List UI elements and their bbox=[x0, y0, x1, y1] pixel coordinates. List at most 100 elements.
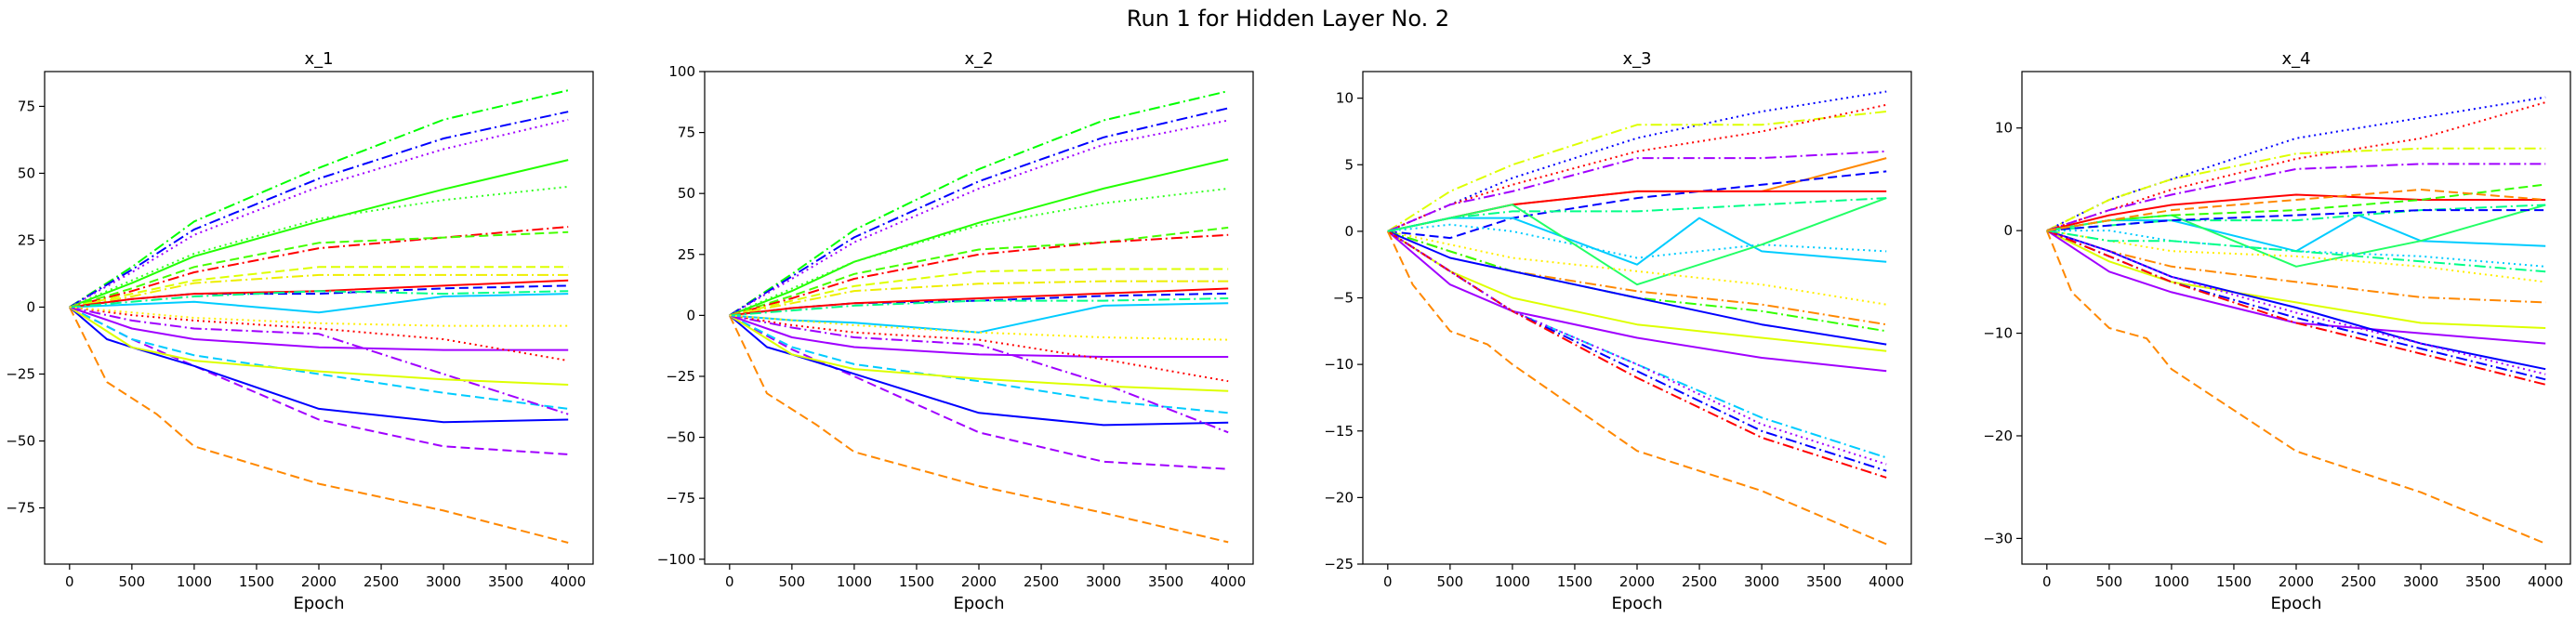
series-group bbox=[2045, 96, 2546, 545]
y-tick-label: 75 bbox=[678, 125, 695, 141]
y-tick-label: 0 bbox=[686, 307, 695, 323]
x-tick-label: 2500 bbox=[363, 573, 399, 590]
y-tick-label: 10 bbox=[1995, 120, 2013, 137]
y-tick-label: 5 bbox=[1344, 156, 1354, 173]
figure-title: Run 1 for Hidden Layer No. 2 bbox=[1126, 6, 1450, 32]
series-line-18 bbox=[729, 302, 1229, 334]
series-line-4 bbox=[1387, 150, 1887, 232]
series-line-5 bbox=[729, 187, 1229, 317]
y-tick-label: −75 bbox=[666, 490, 695, 506]
x-tick-label: 4000 bbox=[550, 573, 586, 590]
series-line-20 bbox=[69, 279, 569, 309]
series-line-14 bbox=[729, 314, 1229, 434]
series-line-21 bbox=[2046, 230, 2546, 273]
x-tick-label: 1000 bbox=[177, 573, 212, 590]
x-axis-label: Epoch bbox=[1611, 594, 1662, 613]
y-tick-label: 100 bbox=[668, 63, 695, 80]
x-tick-label: 3500 bbox=[1148, 573, 1183, 590]
series-line-15 bbox=[69, 306, 569, 386]
x-tick-label: 2000 bbox=[961, 573, 997, 590]
x-tick-label: 2500 bbox=[2341, 573, 2376, 590]
y-tick-label: −75 bbox=[6, 500, 35, 517]
y-tick-label: −25 bbox=[6, 365, 35, 382]
x-tick-label: 3500 bbox=[2465, 573, 2501, 590]
y-tick-label: −5 bbox=[1333, 290, 1354, 307]
x-tick-label: 1000 bbox=[837, 573, 872, 590]
x-tick-label: 2500 bbox=[1682, 573, 1717, 590]
subplot-x_3: 0 500 1000 1500 2000 2500 3000 3500 4000 −25 −20 −1… bbox=[1324, 49, 1912, 613]
y-tick-label: 10 bbox=[1336, 90, 1354, 107]
x-tick-label: 0 bbox=[725, 573, 734, 590]
axes-frame bbox=[704, 71, 1254, 565]
x-axis-label: Epoch bbox=[953, 594, 1004, 613]
y-tick-label: −25 bbox=[666, 368, 695, 385]
x-tick-label: 500 bbox=[2096, 573, 2123, 590]
series-line-21 bbox=[1386, 230, 1887, 546]
series-line-18 bbox=[1387, 230, 1887, 472]
x-tick-label: 1000 bbox=[1495, 573, 1530, 590]
x-tick-label: 1500 bbox=[1557, 573, 1592, 590]
subplot-x_4: 0 500 1000 1500 2000 2500 3000 3500 4000 −30 −20 −1… bbox=[1983, 49, 2571, 613]
series-line-17 bbox=[2045, 230, 2546, 545]
series-line-1 bbox=[729, 90, 1229, 317]
series-line-21 bbox=[729, 297, 1229, 317]
subplot-x_1: 0 500 1000 1500 2000 2500 3000 3500 4000−75−50−2… bbox=[6, 49, 594, 613]
y-tick-label: −20 bbox=[1983, 427, 2013, 444]
series-line-2 bbox=[69, 111, 569, 309]
series-line-13 bbox=[729, 314, 1229, 414]
series-line-8 bbox=[69, 266, 569, 309]
x-tick-label: 2000 bbox=[301, 573, 337, 590]
series-line-6 bbox=[1387, 170, 1887, 240]
x-tick-label: 3000 bbox=[2403, 573, 2438, 590]
series-line-9 bbox=[1387, 223, 1887, 259]
y-tick-label: −50 bbox=[666, 429, 695, 446]
series-line-7 bbox=[729, 233, 1229, 317]
x-tick-label: 500 bbox=[119, 573, 146, 590]
series-line-11 bbox=[1387, 230, 1887, 306]
series-line-8 bbox=[729, 268, 1229, 317]
series-line-19 bbox=[2046, 209, 2546, 232]
series-line-1 bbox=[2046, 96, 2546, 231]
y-tick-label: −25 bbox=[1324, 556, 1354, 572]
series-line-10 bbox=[728, 314, 1229, 544]
series-line-20 bbox=[729, 287, 1229, 317]
series-line-9 bbox=[2046, 230, 2546, 283]
subplot-title: x_3 bbox=[1622, 49, 1651, 69]
series-line-4 bbox=[729, 158, 1229, 317]
x-tick-label: 1000 bbox=[2154, 573, 2189, 590]
y-tick-label: 0 bbox=[1344, 223, 1354, 240]
series-group bbox=[1386, 90, 1887, 546]
series-line-4 bbox=[2046, 163, 2546, 232]
subplot-x_2: 0 500 1000 1500 2000 2500 3000 3500 4000−100−75−… bbox=[657, 49, 1254, 613]
x-tick-label: 3000 bbox=[1744, 573, 1779, 590]
series-line-16 bbox=[1387, 230, 1887, 373]
series-line-16 bbox=[69, 306, 569, 351]
series-line-3 bbox=[729, 119, 1229, 317]
y-tick-label: −10 bbox=[1324, 356, 1354, 373]
series-line-2 bbox=[2046, 101, 2546, 232]
y-tick-label: −50 bbox=[6, 433, 35, 450]
x-tick-label: 2000 bbox=[1619, 573, 1655, 590]
series-line-12 bbox=[2046, 230, 2546, 345]
x-tick-label: 3000 bbox=[1086, 573, 1121, 590]
series-line-18 bbox=[69, 293, 569, 314]
y-tick-label: −100 bbox=[657, 551, 695, 568]
axes-frame bbox=[2021, 71, 2571, 565]
x-tick-label: 3500 bbox=[488, 573, 523, 590]
series-line-22 bbox=[729, 314, 1229, 341]
series-line-11 bbox=[729, 314, 1229, 470]
x-tick-label: 4000 bbox=[2528, 573, 2563, 590]
x-tick-label: 4000 bbox=[1869, 573, 1904, 590]
series-line-17 bbox=[729, 314, 1229, 383]
series-group bbox=[728, 90, 1229, 544]
series-line-13 bbox=[69, 306, 569, 410]
series-line-5 bbox=[1387, 157, 1887, 232]
series-line-8 bbox=[2046, 230, 2546, 268]
series-line-12 bbox=[69, 306, 569, 424]
x-tick-label: 0 bbox=[65, 573, 74, 590]
series-line-22 bbox=[1387, 197, 1887, 232]
series-line-22 bbox=[2046, 189, 2546, 232]
y-tick-label: 0 bbox=[26, 298, 35, 315]
series-line-6 bbox=[69, 226, 569, 309]
series-line-15 bbox=[729, 314, 1229, 392]
